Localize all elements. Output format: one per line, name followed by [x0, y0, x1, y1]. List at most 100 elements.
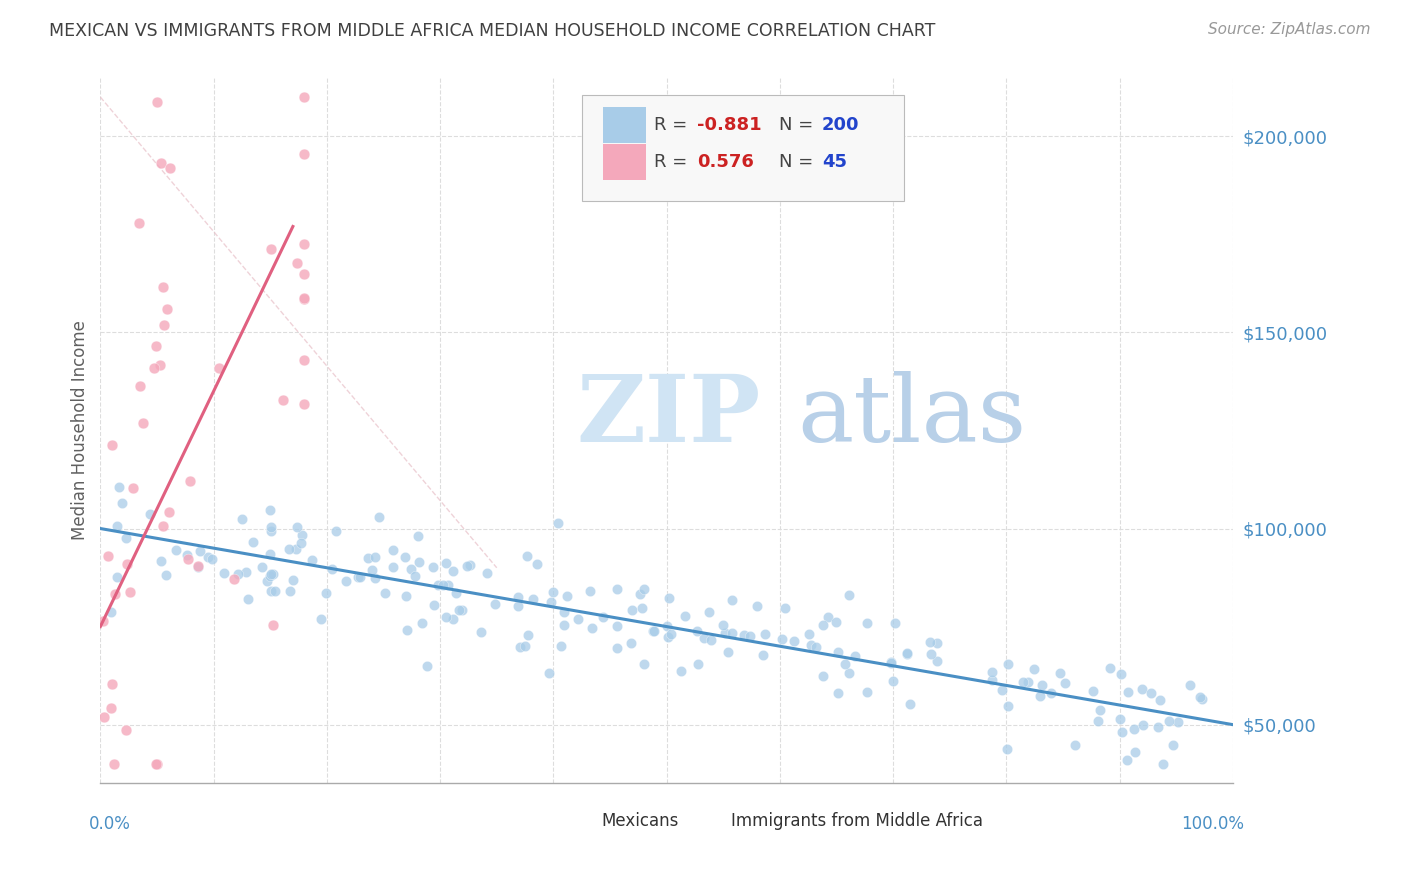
Point: [1111, 725, 1133, 739]
FancyBboxPatch shape: [568, 810, 598, 834]
Point: [995, 742, 1018, 756]
Point: [522, 592, 544, 607]
Point: [432, 578, 454, 592]
Point: [673, 609, 696, 624]
Point: [228, 566, 250, 581]
Point: [157, 505, 180, 519]
Point: [920, 635, 942, 649]
Point: [259, 548, 281, 562]
Point: [335, 574, 357, 588]
Point: [526, 557, 548, 571]
Point: [187, 559, 209, 574]
Point: [250, 559, 273, 574]
Point: [620, 636, 643, 650]
Point: [374, 586, 396, 600]
Text: R =: R =: [654, 153, 693, 171]
Point: [395, 589, 418, 603]
Point: [824, 615, 846, 629]
Point: [1132, 717, 1154, 731]
Point: [436, 578, 458, 592]
Point: [898, 697, 921, 711]
Point: [108, 479, 131, 493]
Point: [159, 161, 181, 175]
FancyBboxPatch shape: [699, 810, 728, 834]
Point: [382, 542, 405, 557]
Point: [256, 574, 278, 589]
Point: [745, 599, 768, 613]
Point: [456, 558, 478, 573]
Point: [93, 710, 115, 724]
Point: [150, 155, 173, 169]
Point: [540, 595, 562, 609]
Point: [838, 589, 860, 603]
Point: [997, 698, 1019, 713]
Point: [146, 95, 169, 109]
Point: [117, 557, 139, 571]
Point: [381, 559, 404, 574]
Point: [364, 549, 387, 564]
Text: 45: 45: [821, 153, 846, 171]
Text: atlas: atlas: [797, 371, 1026, 461]
Text: Source: ZipAtlas.com: Source: ZipAtlas.com: [1208, 22, 1371, 37]
Point: [1180, 678, 1202, 692]
Point: [188, 543, 211, 558]
Point: [100, 605, 122, 619]
Point: [920, 647, 942, 661]
Point: [856, 615, 879, 630]
Point: [292, 147, 315, 161]
Point: [475, 566, 498, 580]
Point: [543, 584, 565, 599]
Point: [129, 378, 152, 392]
Point: [278, 583, 301, 598]
Point: [1083, 683, 1105, 698]
Point: [111, 496, 134, 510]
Point: [686, 624, 709, 639]
Point: [416, 659, 439, 673]
Point: [1123, 745, 1146, 759]
Point: [592, 609, 614, 624]
Point: [555, 589, 578, 603]
Point: [408, 555, 430, 569]
Point: [103, 756, 125, 771]
Point: [688, 657, 710, 672]
Point: [693, 632, 716, 646]
Point: [553, 606, 575, 620]
Point: [606, 618, 628, 632]
Point: [659, 627, 682, 641]
Point: [260, 584, 283, 599]
Point: [880, 656, 903, 670]
Point: [658, 591, 681, 605]
Point: [751, 648, 773, 663]
Point: [517, 628, 540, 642]
Point: [513, 639, 536, 653]
Point: [401, 562, 423, 576]
Point: [1122, 722, 1144, 736]
Point: [1029, 690, 1052, 704]
Point: [197, 549, 219, 564]
Point: [406, 529, 429, 543]
Point: [368, 510, 391, 524]
Point: [179, 474, 201, 488]
Point: [404, 569, 426, 583]
Point: [426, 578, 449, 592]
Point: [896, 647, 918, 661]
Point: [260, 567, 283, 582]
Point: [165, 543, 187, 558]
Point: [292, 291, 315, 305]
Point: [817, 609, 839, 624]
Point: [1149, 693, 1171, 707]
Point: [838, 665, 860, 680]
Point: [208, 361, 231, 376]
FancyBboxPatch shape: [603, 145, 647, 180]
Point: [212, 566, 235, 580]
Point: [733, 628, 755, 642]
Point: [700, 633, 723, 648]
Point: [811, 618, 834, 632]
Point: [262, 566, 284, 581]
Point: [714, 625, 737, 640]
Text: 0.576: 0.576: [697, 153, 754, 171]
Point: [396, 624, 419, 638]
Point: [508, 599, 530, 614]
Point: [606, 641, 628, 656]
Point: [132, 416, 155, 430]
